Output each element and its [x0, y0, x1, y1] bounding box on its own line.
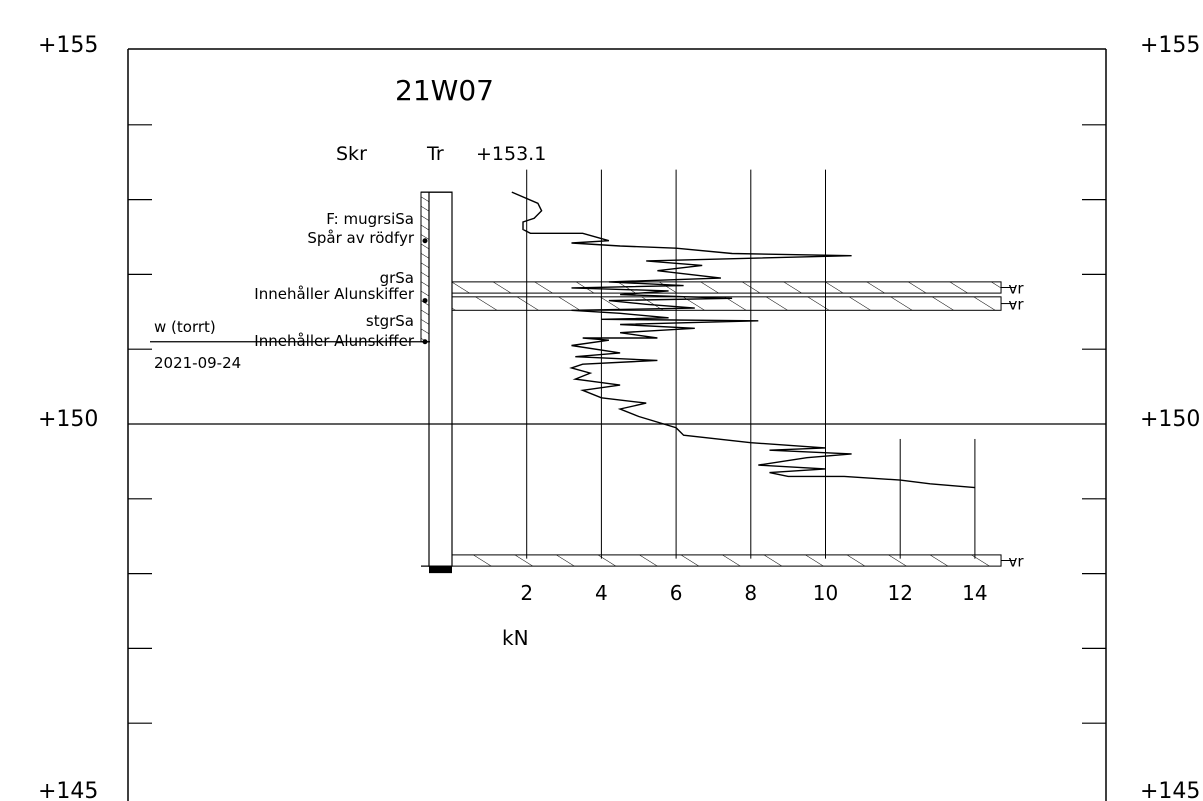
x-tick-label: 6: [670, 581, 683, 605]
elevation-label-left-155: +155: [38, 33, 98, 58]
x-tick-label: 8: [744, 581, 757, 605]
groundwater-date: 2021-09-24: [154, 354, 241, 372]
layer-3-line-2: Innehåller Alunskiffer: [254, 332, 415, 350]
rod-column: [421, 191, 453, 574]
layer-2-line-1: grSa: [380, 269, 414, 287]
x-tick-label: 10: [813, 581, 838, 605]
soil-layer-labels: F: mugrsiSa Spår av rödfyr grSa Innehåll…: [254, 210, 415, 350]
layer-boundary-dot: [422, 238, 428, 244]
soil-column: [420, 191, 452, 345]
x-tick-label: 14: [962, 581, 987, 605]
elevation-label-right-155: +155: [1140, 33, 1200, 58]
layer-1-line-2: Spår av rödfyr: [307, 229, 414, 247]
force-grid: [526, 169, 976, 559]
layer-3-line-1: stgrSa: [366, 312, 414, 330]
vr-label: vr: [1009, 553, 1025, 571]
layer-1-line-1: F: mugrsiSa: [326, 210, 414, 228]
elevation-label-left-145: +145: [38, 779, 98, 801]
x-tick-label: 4: [595, 581, 608, 605]
x-tick-label: 2: [520, 581, 533, 605]
borehole-title: 21W07: [395, 74, 494, 107]
x-tick-label: 12: [887, 581, 912, 605]
vr-zone: [451, 281, 1002, 294]
elevation-label-right-145: +145: [1140, 779, 1200, 801]
groundwater-marker: w (torrt) 2021-09-24: [150, 318, 430, 372]
rod-tip: [429, 566, 452, 574]
frame: [127, 48, 1107, 801]
force-curve: [511, 191, 975, 489]
vr-zone: [451, 554, 1002, 567]
elevation-label-left-150: +150: [38, 407, 98, 432]
header-top-level: +153.1: [476, 143, 546, 165]
elevation-label-right-150: +150: [1140, 407, 1200, 432]
layer-2-line-2: Innehåller Alunskiffer: [254, 285, 415, 303]
x-axis-tick-labels: 2 4 6 8 10 12 14: [520, 581, 987, 605]
vr-label: vr: [1009, 279, 1025, 297]
groundwater-label: w (torrt): [154, 318, 216, 336]
vr-label: vr: [1009, 296, 1025, 314]
soil-column-bar: [420, 191, 430, 343]
header-tr: Tr: [426, 143, 444, 165]
layer-boundary-dot: [422, 298, 428, 304]
x-axis-unit: kN: [502, 626, 529, 650]
header-skr: Skr: [336, 143, 367, 165]
rod-body: [428, 191, 453, 567]
frame-ticks: [128, 124, 1106, 724]
